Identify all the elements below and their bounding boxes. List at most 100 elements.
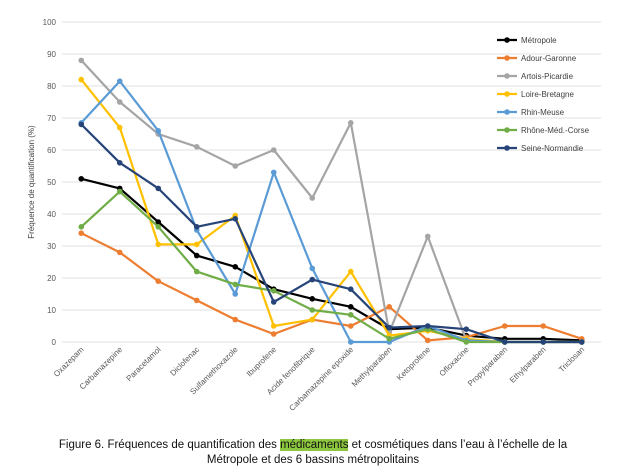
data-point — [309, 296, 316, 302]
data-point — [232, 316, 239, 323]
y-tick-label: 90 — [47, 50, 56, 59]
line-chart: 0 10 20 30 40 50 60 70 80 90 100 Fréquence de quan… — [27, 18, 601, 413]
data-point — [232, 216, 239, 222]
data-point — [347, 120, 354, 126]
data-point — [309, 307, 316, 313]
y-tick-label: 20 — [47, 274, 56, 283]
data-point — [155, 219, 162, 225]
y-tick-labels: 0 10 20 30 40 50 60 70 80 90 100 — [43, 18, 57, 347]
data-point — [193, 268, 200, 275]
data-point — [193, 297, 200, 304]
figure-caption: Figure 6. Fréquences de quantification d… — [0, 438, 626, 468]
y-tick-label: 0 — [52, 338, 57, 347]
series-line — [80, 232, 583, 342]
data-point — [347, 304, 354, 310]
legend-item: Adour-Garonne — [497, 54, 577, 63]
series-line — [80, 123, 582, 344]
data-point — [347, 286, 354, 293]
legend-label: Rhône-Méd.-Corse — [521, 126, 590, 135]
data-point — [463, 339, 470, 345]
legend-swatch-marker — [504, 73, 510, 79]
series-5 — [78, 188, 585, 345]
data-point — [347, 312, 354, 318]
data-point — [309, 265, 316, 272]
x-tick-label: Ofloxacine — [438, 345, 471, 378]
y-tick-label: 30 — [47, 242, 56, 251]
data-point — [193, 252, 200, 259]
legend-label: Adour-Garonne — [521, 54, 577, 63]
data-point — [78, 224, 85, 230]
data-point — [232, 291, 239, 297]
data-point — [155, 241, 162, 248]
y-tick-label: 60 — [47, 146, 56, 155]
data-point — [193, 224, 200, 230]
data-point — [78, 76, 85, 83]
data-point — [232, 281, 239, 288]
x-tick-label: Triclosan — [557, 345, 586, 374]
legend-label: Artois-Picardie — [521, 72, 574, 81]
x-tick-label: Carbamazepine epoxide — [287, 345, 355, 413]
data-point — [155, 128, 162, 134]
data-point — [347, 323, 354, 329]
legend-item: Loire-Bretagne — [497, 90, 574, 99]
y-tick-label: 70 — [47, 114, 56, 123]
data-point — [309, 276, 316, 283]
x-tick-label: Propylparaben — [466, 345, 509, 388]
series-6 — [78, 121, 585, 345]
data-point — [424, 337, 431, 344]
data-point — [232, 163, 239, 169]
data-point — [463, 326, 470, 333]
x-tick-label: Ibuprofene — [245, 345, 279, 379]
data-point — [270, 299, 277, 305]
y-tick-label: 100 — [43, 18, 57, 27]
series-line — [80, 59, 582, 344]
legend-item: Seine-Normandie — [497, 144, 584, 153]
data-point — [155, 185, 162, 192]
legend-item: Rhin-Meuse — [497, 108, 565, 117]
data-point — [386, 304, 393, 310]
caption-highlight: médicaments — [280, 439, 349, 451]
data-point — [270, 323, 277, 329]
x-tick-label: Diclofenac — [168, 345, 201, 378]
data-point — [501, 339, 508, 345]
y-axis-label: Fréquence de quantification (%) — [27, 125, 36, 239]
data-point — [309, 195, 316, 201]
data-point — [424, 233, 431, 240]
legend-item: Artois-Picardie — [497, 72, 574, 81]
legend-label: Métropole — [521, 36, 557, 45]
data-point — [155, 224, 162, 230]
y-gridlines — [62, 21, 601, 343]
data-point — [347, 268, 354, 275]
series-line — [81, 177, 582, 342]
data-point — [193, 144, 200, 150]
y-tick-label: 50 — [47, 178, 56, 187]
data-point — [78, 121, 85, 128]
y-tick-label: 80 — [47, 82, 56, 91]
data-point — [270, 147, 277, 153]
data-point — [386, 336, 393, 342]
data-point — [270, 288, 277, 294]
legend-swatch-marker — [504, 109, 510, 115]
data-point — [155, 278, 162, 285]
series-1 — [78, 230, 585, 344]
legend-label: Rhin-Meuse — [521, 108, 565, 117]
data-point — [270, 331, 277, 337]
series-lines — [78, 57, 585, 345]
y-tick-label: 40 — [47, 210, 56, 219]
x-tick-label: Paracetamol — [125, 345, 163, 383]
legend: Métropole Adour-Garonne Artois-Picardie Loi… — [497, 36, 590, 153]
data-point — [116, 188, 123, 195]
legend-swatch-marker — [504, 37, 510, 43]
series-line — [80, 80, 582, 344]
y-tick-label: 10 — [47, 306, 56, 315]
series-0 — [78, 176, 585, 344]
data-point — [116, 249, 123, 256]
data-point — [116, 78, 123, 84]
data-point — [232, 264, 239, 270]
legend-item: Rhône-Méd.-Corse — [497, 126, 590, 135]
caption-text-after: et cosmétiques dans l’eau à l’échelle de… — [348, 439, 568, 451]
legend-swatch-marker — [504, 91, 510, 97]
data-point — [116, 99, 123, 105]
data-point — [116, 124, 123, 131]
